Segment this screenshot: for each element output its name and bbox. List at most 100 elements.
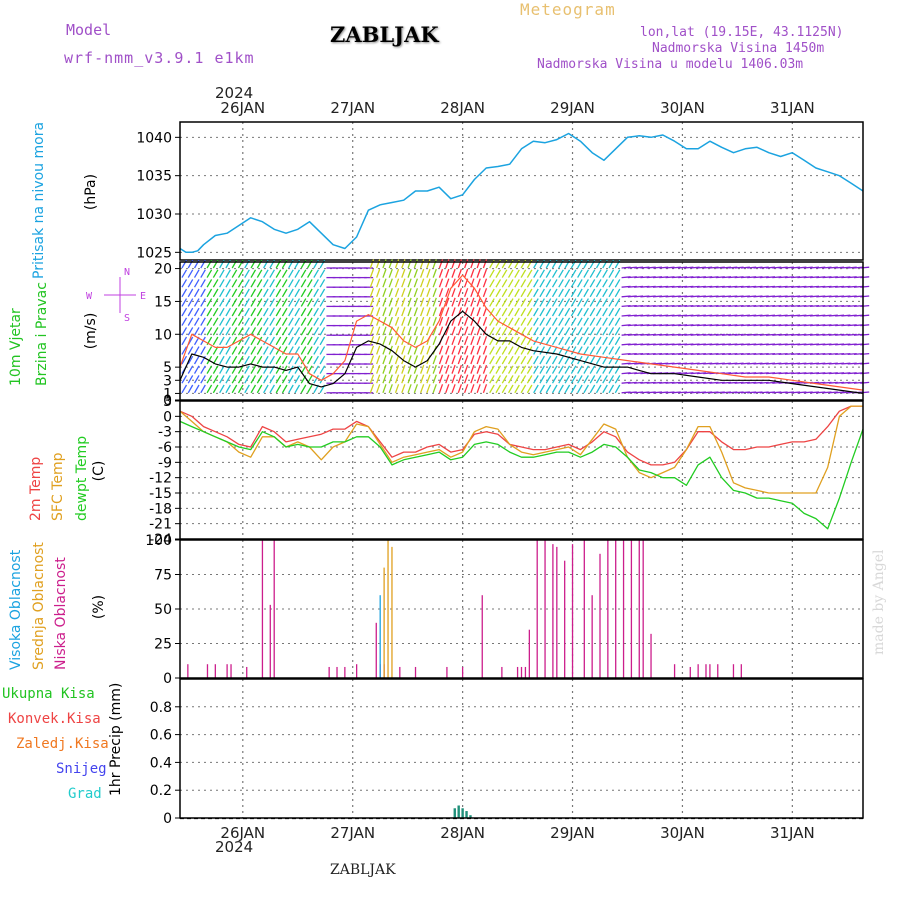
wind-arrow — [413, 336, 419, 346]
wind-arrow — [181, 288, 188, 298]
wind-arrow — [313, 365, 319, 374]
wind-arrow — [614, 384, 621, 394]
wind-arrow — [420, 374, 425, 384]
temperature-ytick-label: -24 — [149, 532, 172, 548]
wind-arrow — [514, 375, 520, 384]
wind-arrow — [495, 288, 502, 298]
wind-arrow — [401, 384, 406, 394]
wind-arrow — [577, 336, 583, 346]
wind-arrow — [294, 384, 301, 394]
wind-arrow — [507, 317, 514, 326]
wind-arrow — [225, 346, 231, 355]
wind-arrow — [225, 336, 231, 346]
wind-arrow — [426, 316, 431, 326]
wind-arrow — [583, 279, 589, 288]
wind-arrow — [200, 384, 206, 394]
wind-arrow — [432, 364, 437, 374]
wind-arrow — [281, 384, 288, 394]
wind-arrow — [388, 374, 393, 384]
year-label-top: 2024 — [215, 84, 254, 102]
wind-arrow — [470, 307, 475, 317]
wind-arrow — [426, 345, 431, 355]
wind-arrow — [476, 384, 481, 394]
wind-arrow — [457, 288, 463, 298]
dewpt-ylabel: dewpt Temp — [74, 435, 90, 521]
wind-arrow — [608, 346, 615, 355]
wind-arrow — [187, 298, 194, 307]
wind-arrow — [614, 279, 621, 288]
wind-arrow — [564, 384, 571, 394]
legend-snow: Snijeg — [56, 761, 107, 777]
wind-arrow — [237, 365, 244, 374]
wind-arrow — [451, 355, 456, 365]
wind-arrow — [382, 364, 387, 374]
wind-arrow — [300, 384, 307, 394]
wind-arrow — [520, 336, 527, 346]
wind-arrow — [507, 346, 514, 355]
wind-arrow — [463, 268, 469, 278]
wind-arrow — [539, 317, 545, 326]
wind-arrow — [583, 355, 589, 365]
wind-arrow — [545, 365, 552, 374]
wind-arrow — [445, 297, 450, 307]
wind-arrow — [445, 364, 450, 374]
wind-arrow — [420, 268, 425, 278]
wind-arrow — [369, 374, 375, 384]
wind-arrow — [244, 346, 250, 355]
wind-arrow — [476, 355, 481, 365]
wind-arrow — [495, 346, 502, 355]
wind-arrow — [193, 307, 200, 317]
wind-arrow — [206, 288, 213, 298]
wind-arrow — [489, 375, 495, 384]
wind-arrow — [200, 279, 206, 288]
wind-arrow — [307, 307, 313, 317]
wind-arrow — [244, 279, 250, 288]
wind-arrow — [300, 307, 307, 317]
wind-arrow — [281, 327, 288, 336]
wind-arrow — [602, 346, 608, 355]
wind-arrow — [313, 317, 319, 326]
wind-arrow — [476, 297, 481, 307]
wind-arrow — [551, 298, 558, 307]
wind-arrow — [526, 269, 533, 278]
pressure-ylabel: Pritisak na nivou mora — [31, 121, 47, 279]
wind-arrow — [551, 327, 558, 336]
wind-arrow — [451, 259, 456, 269]
wind-arrow — [225, 307, 231, 317]
wind-arrow — [275, 288, 282, 298]
precip-bar — [457, 805, 460, 818]
wind-arrow — [551, 307, 558, 317]
wind-arrow — [577, 307, 583, 317]
wind-arrow — [181, 269, 188, 278]
wind-arrow — [294, 375, 301, 384]
wind-arrow — [250, 298, 257, 307]
wind-arrow — [319, 279, 326, 288]
wind-arrow — [376, 326, 381, 336]
wind-arrow — [307, 288, 313, 298]
wind-arrow — [269, 269, 275, 278]
wind-arrow — [376, 268, 381, 278]
wind-arrow — [212, 384, 219, 394]
day-label-bottom: 27JAN — [330, 824, 375, 842]
wind-arrow — [369, 307, 375, 317]
wind-arrow — [187, 384, 194, 394]
wind-arrow — [307, 336, 313, 346]
wind-arrow — [520, 279, 527, 288]
wind-arrow — [570, 269, 577, 278]
wind-arrow — [401, 268, 406, 278]
precip-ytick-label: 0.8 — [150, 700, 172, 716]
wind-ylabel-1: 10m Vjetar — [8, 308, 24, 386]
wind-arrow — [388, 259, 393, 269]
wind-arrow — [489, 346, 495, 355]
wind-arrow — [426, 268, 431, 278]
wind-arrow — [533, 336, 539, 346]
wind-arrow — [407, 316, 412, 326]
wind-arrow — [369, 364, 375, 374]
temp-line-0 — [179, 405, 863, 466]
wind-arrow — [263, 336, 269, 346]
wind-arrow — [388, 336, 393, 346]
wind-arrow — [231, 384, 238, 394]
wind-arrow — [394, 259, 400, 269]
wind-arrow — [225, 317, 231, 326]
wind-arrow — [225, 298, 231, 307]
